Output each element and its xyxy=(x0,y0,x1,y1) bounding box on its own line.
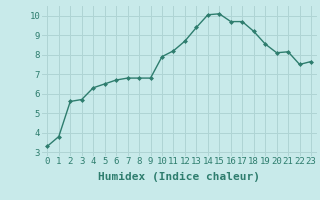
X-axis label: Humidex (Indice chaleur): Humidex (Indice chaleur) xyxy=(98,172,260,182)
